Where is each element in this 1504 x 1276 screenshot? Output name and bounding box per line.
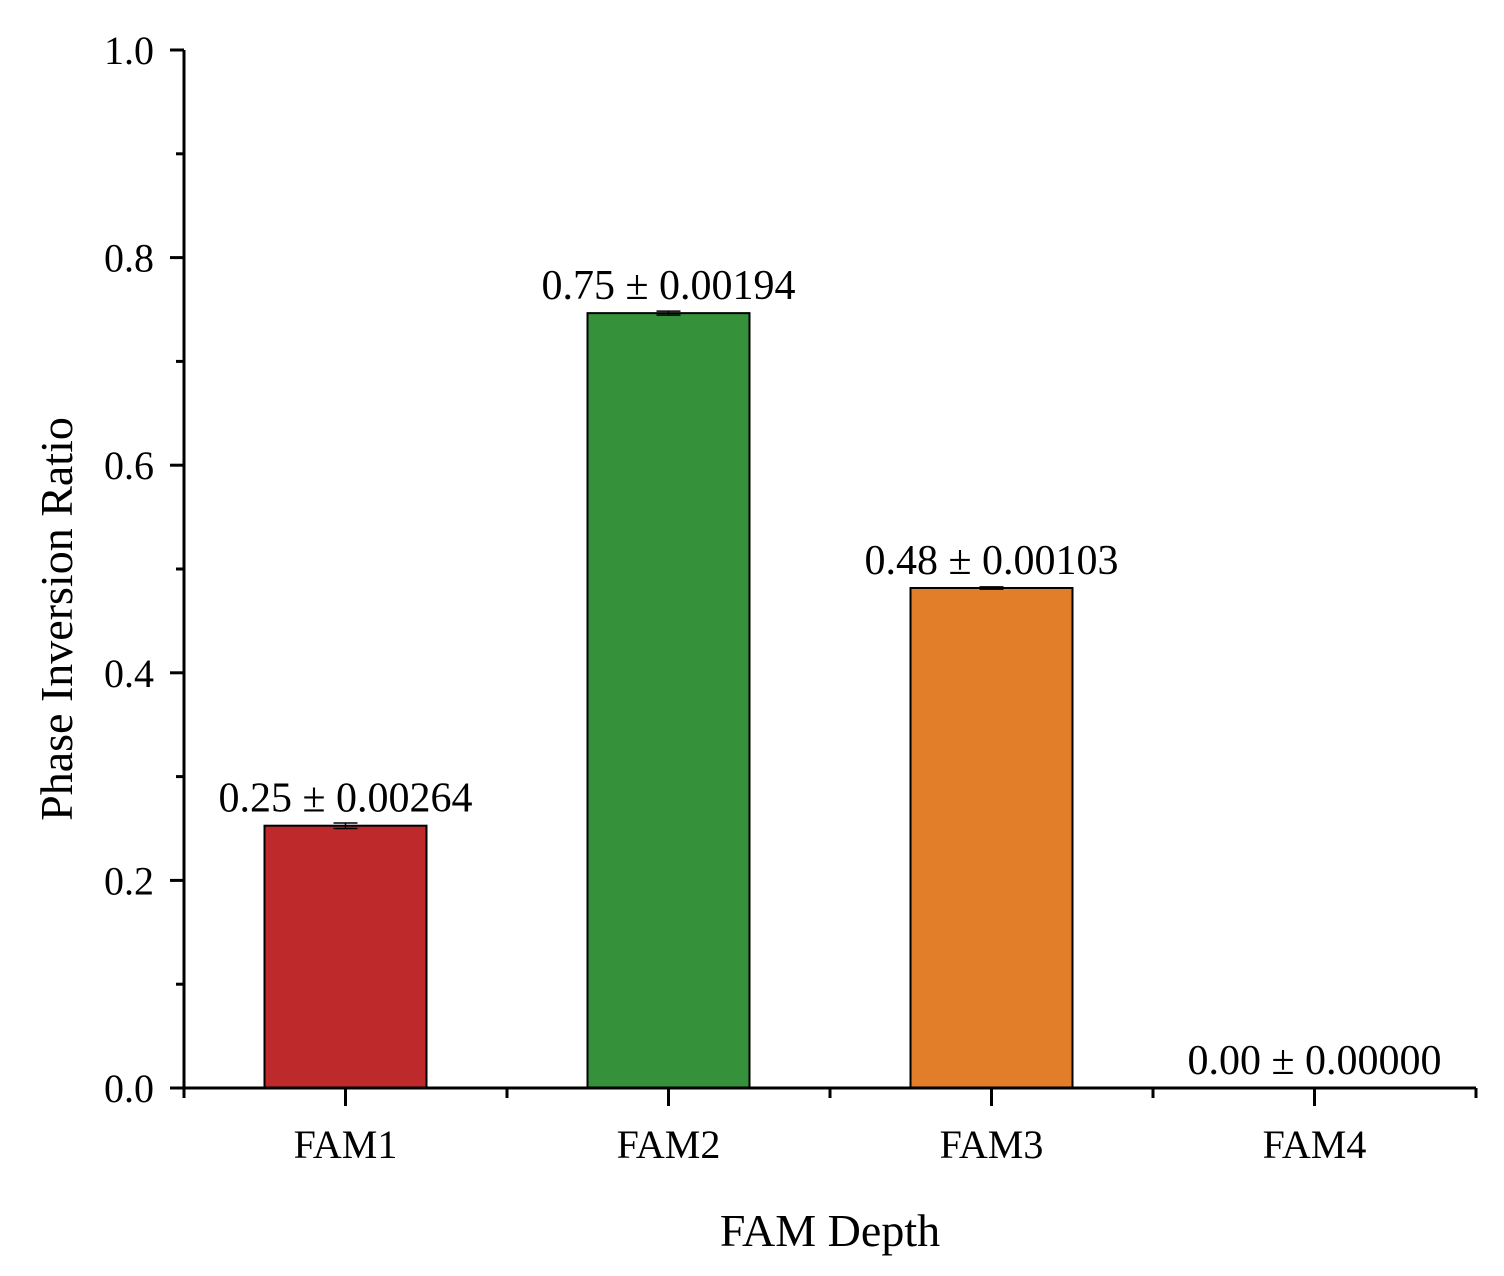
y-axis-title: Phase Inversion Ratio <box>31 417 82 821</box>
y-tick-label: 1.0 <box>104 28 154 73</box>
error-bar-fam1 <box>333 822 358 830</box>
x-tick-label: FAM4 <box>1263 1122 1367 1167</box>
y-tick-label: 0.0 <box>104 1066 154 1111</box>
y-tick-label: 0.6 <box>104 443 154 488</box>
x-axis-title: FAM Depth <box>720 1205 940 1256</box>
y-ticks: 0.0 0.2 0.4 0.6 0.8 1.0 <box>104 28 184 1111</box>
error-bar-fam2 <box>656 310 681 316</box>
error-bar-fam3 <box>979 586 1004 590</box>
bar-fam3 <box>909 586 1074 1090</box>
data-label-fam2: 0.75 ± 0.00194 <box>541 263 795 309</box>
data-label-fam4: 0.00 ± 0.00000 <box>1187 1038 1441 1084</box>
data-label-fam1: 0.25 ± 0.00264 <box>218 776 472 822</box>
x-tick-label: FAM2 <box>617 1122 721 1167</box>
x-tick-label: FAM1 <box>294 1122 398 1167</box>
data-label-fam3: 0.48 ± 0.00103 <box>864 538 1118 584</box>
bars <box>263 312 1074 1090</box>
y-tick-label: 0.2 <box>104 858 154 903</box>
x-ticks: FAM1 FAM2 FAM3 FAM4 <box>182 1088 1478 1167</box>
data-labels: 0.25 ± 0.00264 0.75 ± 0.00194 0.48 ± 0.001… <box>218 263 1441 1084</box>
bar-fam1 <box>263 824 428 1089</box>
bar-fam2 <box>586 312 751 1089</box>
error-bars <box>333 310 1004 830</box>
y-tick-label: 0.8 <box>104 236 154 281</box>
x-tick-label: FAM3 <box>940 1122 1044 1167</box>
y-tick-label: 0.4 <box>104 651 154 696</box>
